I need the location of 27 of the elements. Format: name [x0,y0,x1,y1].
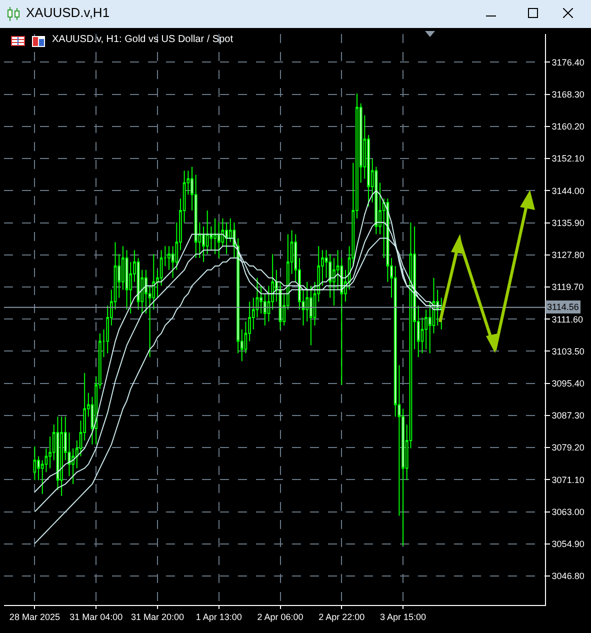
chart-subtitle: XAUUSD.v, H1: Gold vs US Dollar / Spot [52,34,233,45]
y-tick-label: 3071.10 [552,474,584,485]
y-tick-label: 3168.30 [552,89,584,100]
y-tick-label: 3103.50 [552,346,584,356]
y-tick-label: 3152.10 [552,154,584,164]
y-tick-label: 3127.80 [552,250,584,260]
y-tick-label: 3160.20 [552,122,584,132]
x-tick-label: 28 Mar 2025 [9,612,60,622]
x-tick-label: 31 Mar 20:00 [130,612,184,622]
x-tick-label: 2 Apr 06:00 [257,612,304,622]
x-tick-label: 3 Apr 15:00 [380,612,426,622]
chart-title: XAUUSD.v,H1 [26,5,110,20]
ref-line-label: 3114.56 [547,302,579,312]
y-tick-label: 3135.90 [552,218,584,228]
x-tick-label: 1 Apr 13:00 [196,612,242,622]
y-tick-label: 3054.90 [552,539,584,550]
y-tick-label: 3119.70 [552,282,584,292]
y-tick-label: 3111.60 [552,314,584,324]
x-tick-label: 2 Apr 22:00 [318,612,365,622]
y-tick-label: 3144.00 [552,186,584,196]
x-tick-label: 31 Mar 04:00 [70,612,123,622]
y-tick-label: 3046.80 [552,571,584,582]
y-tick-label: 3087.30 [552,410,584,421]
y-tick-label: 3176.40 [552,57,584,68]
y-tick-label: 3063.00 [552,506,584,517]
y-tick-label: 3079.20 [552,442,584,453]
y-tick-label: 3095.40 [552,378,584,388]
